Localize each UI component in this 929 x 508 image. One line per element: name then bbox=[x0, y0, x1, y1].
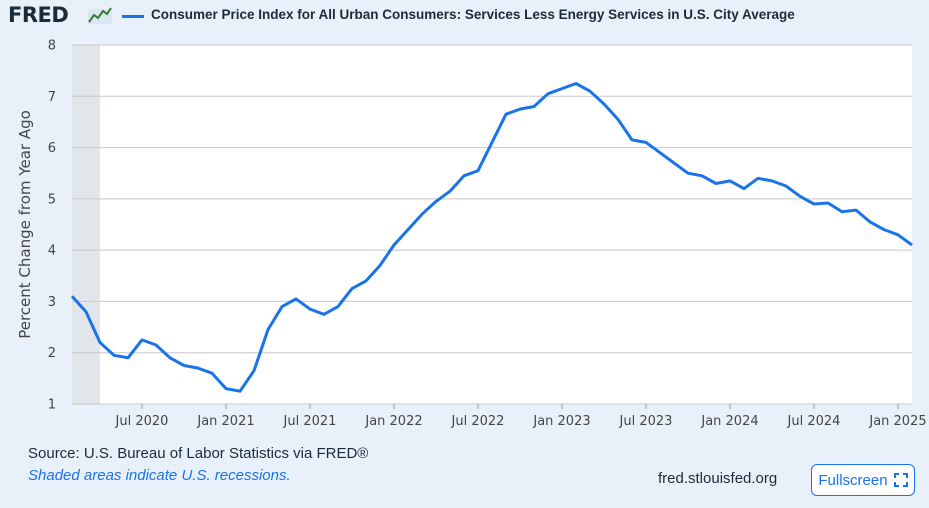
y-tick-label: 8 bbox=[48, 39, 56, 54]
y-axis-ticks: 1 2 3 4 5 6 7 8 bbox=[48, 39, 56, 413]
x-tick-label: Jul 2022 bbox=[451, 414, 505, 429]
x-tick-label: Jul 2020 bbox=[115, 414, 169, 429]
fred-logo[interactable]: FRED bbox=[8, 3, 69, 27]
plot-area bbox=[72, 45, 912, 404]
x-tick-label: Jan 2021 bbox=[196, 414, 254, 429]
chart-line-icon bbox=[88, 7, 112, 24]
x-tick-label: Jan 2024 bbox=[700, 414, 758, 429]
y-tick-label: 1 bbox=[48, 398, 56, 413]
x-tick-label: Jul 2023 bbox=[619, 414, 673, 429]
x-tick-label: Jan 2022 bbox=[364, 414, 422, 429]
gridlines bbox=[72, 44, 912, 405]
series-line bbox=[70, 82, 913, 393]
recession-shading bbox=[72, 45, 100, 404]
line-chart: 1 2 3 4 5 6 7 8 Jul 2020 Jan 2021 Jul 2021 Jan 202… bbox=[16, 39, 927, 430]
y-tick-label: 6 bbox=[48, 141, 56, 156]
x-tick-label: Jul 2024 bbox=[787, 414, 841, 429]
x-tick-label: Jul 2021 bbox=[283, 414, 337, 429]
legend-line-swatch bbox=[122, 15, 144, 18]
source-note: Source: U.S. Bureau of Labor Statistics … bbox=[28, 445, 369, 462]
y-tick-label: 3 bbox=[48, 295, 56, 310]
x-tick-label: Jan 2023 bbox=[532, 414, 590, 429]
y-tick-label: 5 bbox=[48, 192, 56, 207]
expand-icon bbox=[893, 473, 908, 487]
x-tick-label: Jan 2025 bbox=[868, 414, 926, 429]
y-tick-label: 7 bbox=[48, 90, 56, 105]
y-axis-label: Percent Change from Year Ago bbox=[16, 110, 34, 339]
recession-band bbox=[72, 45, 100, 404]
x-axis-ticks: Jul 2020 Jan 2021 Jul 2021 Jan 2022 Jul 2022… bbox=[115, 404, 927, 429]
y-tick-label: 2 bbox=[48, 346, 56, 361]
recession-note-link[interactable]: Shaded areas indicate U.S. recessions. bbox=[28, 467, 291, 484]
fullscreen-button[interactable]: Fullscreen bbox=[811, 464, 915, 496]
y-tick-label: 4 bbox=[48, 244, 56, 259]
site-url: fred.stlouisfed.org bbox=[658, 470, 778, 487]
fullscreen-label: Fullscreen bbox=[818, 471, 888, 489]
series-title[interactable]: Consumer Price Index for All Urban Consu… bbox=[151, 7, 795, 22]
chart-header: FRED Consumer Price Index for All Urban … bbox=[0, 0, 929, 34]
